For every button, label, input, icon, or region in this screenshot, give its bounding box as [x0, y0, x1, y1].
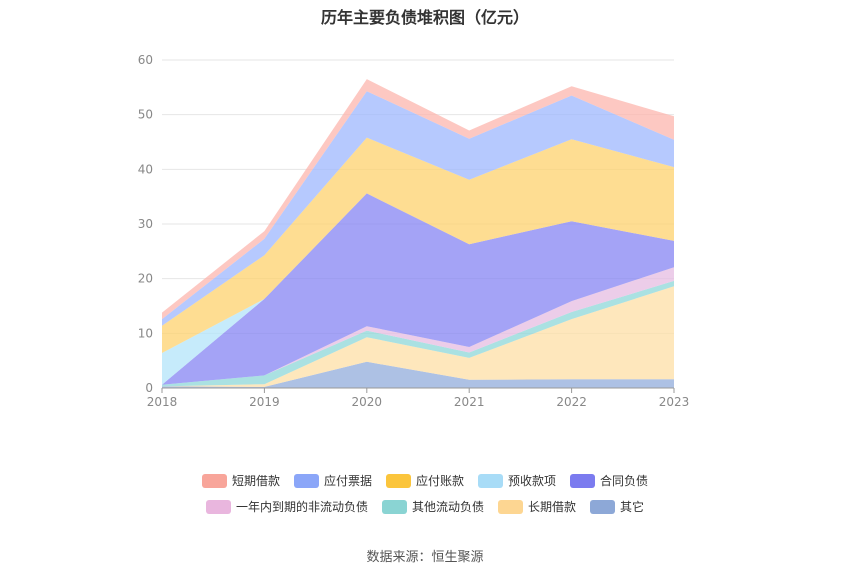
legend-swatch [381, 499, 407, 514]
legend-label: 其它 [620, 500, 645, 514]
legend-item[interactable]: 合同负债 [570, 472, 648, 489]
y-axis-tick-labels: 0 10 20 30 40 50 60 [138, 53, 153, 395]
legend-item[interactable]: 长期借款 [498, 498, 576, 515]
x-tick-label: 2018 [147, 395, 178, 409]
legend-item[interactable]: 短期借款 [201, 472, 280, 489]
area-series-0 [162, 361, 674, 388]
legend-item[interactable]: 预收款项 [478, 472, 556, 489]
chart-title: 历年主要负债堆积图（亿元） [320, 8, 529, 27]
legend-label: 短期借款 [231, 474, 280, 488]
area-series-4 [162, 193, 674, 385]
area-series-1 [162, 286, 674, 387]
x-axis-tick-labels: 2018 2019 2020 2021 2022 2023 [147, 395, 690, 409]
legend-swatch [205, 499, 231, 514]
legend-item[interactable]: 其它 [590, 498, 644, 515]
data-source-note: 数据来源：恒生聚源 [366, 550, 484, 565]
x-tick-label: 2021 [454, 395, 485, 409]
stacked-area-chart: 0 10 20 30 40 50 60 2018 2019 2020 2021 2022 2023 [138, 53, 690, 409]
y-tick-label: 30 [138, 217, 153, 231]
legend-swatch [201, 473, 227, 488]
x-tick-label: 2020 [352, 395, 383, 409]
y-tick-label: 40 [138, 162, 153, 176]
legend-item[interactable]: 其他流动负债 [381, 498, 484, 515]
y-tick-label: 0 [145, 381, 153, 395]
legend-swatch [385, 473, 411, 488]
legend-swatch [590, 499, 616, 514]
x-tick-label: 2019 [249, 395, 280, 409]
legend-swatch [478, 473, 503, 488]
x-tick-label: 2022 [556, 395, 587, 409]
x-tick-label: 2023 [659, 395, 690, 409]
legend-swatch [570, 473, 596, 488]
legend-row-1: 短期借款 应付票据 应付账款 预收款项 合同负债 [0, 472, 850, 489]
y-tick-label: 50 [138, 108, 153, 122]
legend: 短期借款 应付票据 应付账款 预收款项 合同负债 一年内到期的非流动负债 其他流动负债 长期… [0, 472, 850, 524]
legend-label: 合同负债 [600, 474, 649, 488]
legend-item[interactable]: 应付账款 [385, 472, 464, 489]
legend-label: 一年内到期的非流动负债 [235, 500, 368, 514]
legend-swatch [293, 473, 319, 488]
y-tick-label: 10 [138, 326, 153, 340]
legend-label: 长期借款 [528, 500, 577, 514]
legend-label: 预收款项 [508, 474, 557, 488]
x-axis [161, 387, 675, 393]
area-series [162, 79, 674, 388]
legend-swatch [498, 499, 523, 514]
legend-label: 应付账款 [415, 474, 464, 488]
area-series-7 [162, 91, 674, 326]
legend-label: 应付票据 [323, 474, 372, 488]
y-tick-label: 60 [138, 53, 153, 67]
area-series-6 [162, 137, 674, 353]
legend-row-2: 一年内到期的非流动负债 其他流动负债 长期借款 其它 [0, 498, 850, 515]
legend-item[interactable]: 一年内到期的非流动负债 [205, 498, 368, 515]
area-series-8 [162, 79, 674, 320]
legend-label: 其他流动负债 [411, 500, 484, 514]
legend-item[interactable]: 应付票据 [293, 472, 372, 489]
y-tick-label: 20 [138, 272, 153, 286]
